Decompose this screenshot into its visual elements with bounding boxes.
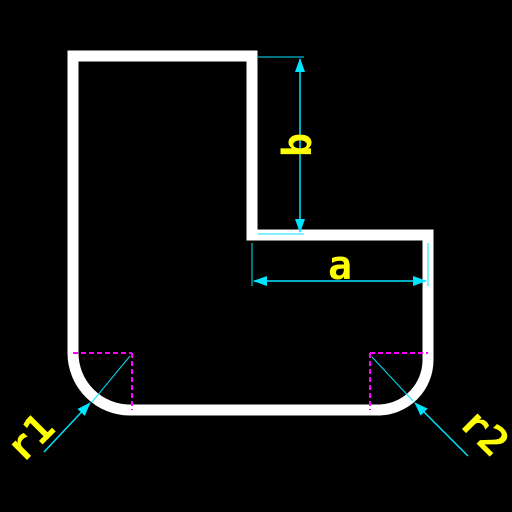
r2-leader-inner (371, 356, 414, 402)
l-shape-outline (67, 50, 434, 416)
r1-leader-arrow (43, 402, 91, 453)
r1-label: r1 (0, 405, 64, 472)
dimension-a-label: a (328, 243, 352, 289)
dimension-b: b (258, 56, 321, 235)
r2-label: r2 (451, 400, 512, 467)
dimension-b-label: b (275, 133, 321, 157)
dimension-a: a (251, 243, 429, 289)
r1-leader-inner (91, 355, 131, 403)
r2-leader-arrow (414, 402, 469, 457)
